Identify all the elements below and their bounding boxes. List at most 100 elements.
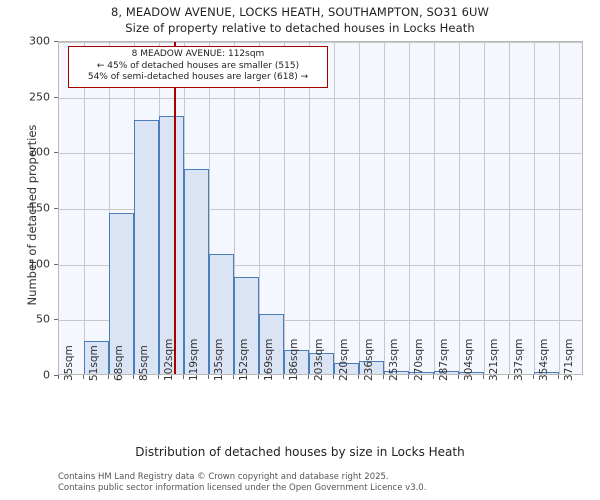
x-axis-tick-label: 51sqm bbox=[88, 345, 100, 381]
gridline-horizontal bbox=[59, 209, 582, 210]
x-axis-tick-label: 337sqm bbox=[513, 338, 525, 381]
gridline-vertical bbox=[484, 42, 485, 374]
x-axis-tick-label: 85sqm bbox=[138, 345, 150, 381]
y-axis-tick-mark bbox=[54, 375, 58, 376]
x-axis-tick-label: 321sqm bbox=[488, 338, 500, 381]
histogram-bar bbox=[534, 371, 559, 374]
x-axis-tick-mark bbox=[308, 375, 309, 379]
x-axis-label: Distribution of detached houses by size … bbox=[135, 445, 465, 459]
x-axis-tick-label: 135sqm bbox=[213, 338, 225, 381]
gridline-horizontal bbox=[59, 264, 582, 266]
x-axis-tick-mark bbox=[83, 375, 84, 379]
x-axis-tick-label: 203sqm bbox=[313, 338, 325, 381]
y-axis-tick-mark bbox=[54, 263, 58, 265]
x-axis-tick-label: 304sqm bbox=[463, 338, 475, 381]
y-axis-tick-mark bbox=[54, 41, 58, 42]
x-axis-tick-label: 270sqm bbox=[413, 338, 425, 381]
histogram-bar bbox=[309, 352, 334, 374]
y-axis-tick-mark bbox=[54, 152, 58, 154]
x-axis-tick-label: 152sqm bbox=[238, 338, 250, 381]
histogram-bar bbox=[334, 362, 359, 374]
y-axis-tick-label: 200 bbox=[29, 145, 50, 159]
x-axis-tick-mark bbox=[208, 375, 209, 379]
histogram-bar bbox=[259, 313, 284, 374]
y-axis-label: Number of detached properties bbox=[25, 124, 39, 306]
x-axis-tick-mark bbox=[58, 375, 59, 379]
annotation-line-1: 8 MEADOW AVENUE: 112sqm bbox=[131, 49, 265, 59]
x-axis-tick-mark bbox=[158, 375, 159, 379]
histogram-bar bbox=[459, 371, 484, 374]
gridline-vertical bbox=[359, 42, 360, 374]
gridline-horizontal bbox=[59, 97, 582, 99]
x-axis-tick-label: 287sqm bbox=[438, 338, 450, 381]
property-size-marker-line bbox=[173, 42, 176, 374]
x-axis-tick-mark bbox=[508, 375, 509, 379]
gridline-vertical bbox=[459, 42, 460, 374]
histogram-bar bbox=[384, 370, 409, 374]
x-axis-tick-label: 354sqm bbox=[538, 338, 550, 381]
x-axis-tick-mark bbox=[383, 375, 384, 379]
y-axis-tick-label: 50 bbox=[36, 312, 50, 326]
chart-title-block: 8, MEADOW AVENUE, LOCKS HEATH, SOUTHAMPT… bbox=[0, 4, 600, 36]
x-axis-tick-mark bbox=[333, 375, 334, 379]
gridline-vertical bbox=[259, 42, 260, 374]
x-axis-tick-label: 220sqm bbox=[338, 338, 350, 381]
x-axis-tick-mark bbox=[433, 375, 434, 379]
histogram-bar bbox=[434, 370, 459, 374]
page-title: 8, MEADOW AVENUE, LOCKS HEATH, SOUTHAMPT… bbox=[110, 5, 490, 19]
x-axis-tick-mark bbox=[233, 375, 234, 379]
x-axis-tick-label: 35sqm bbox=[63, 345, 75, 381]
footer-line-2: Contains public sector information licen… bbox=[58, 482, 427, 493]
x-axis-tick-mark bbox=[258, 375, 259, 379]
histogram-bar bbox=[409, 371, 434, 374]
x-axis-tick-label: 68sqm bbox=[113, 345, 125, 381]
y-axis-tick-mark bbox=[54, 208, 58, 209]
gridline-vertical bbox=[509, 42, 510, 374]
gridline-vertical bbox=[434, 42, 435, 374]
y-axis-tick-label: 300 bbox=[29, 34, 50, 48]
plot-area bbox=[58, 41, 583, 375]
page-subtitle: Size of property relative to detached ho… bbox=[125, 21, 475, 35]
gridline-vertical bbox=[409, 42, 410, 374]
x-axis-tick-mark bbox=[483, 375, 484, 379]
x-axis-tick-mark bbox=[108, 375, 109, 379]
x-axis-tick-mark bbox=[458, 375, 459, 379]
gridline-horizontal bbox=[59, 42, 582, 43]
gridline-vertical bbox=[234, 42, 235, 374]
annotation-line-2: ← 45% of detached houses are smaller (51… bbox=[96, 60, 300, 71]
property-annotation-box: 8 MEADOW AVENUE: 112sqm ← 45% of detache… bbox=[68, 46, 328, 88]
x-axis-tick-label: 102sqm bbox=[163, 338, 175, 381]
x-axis-tick-label: 236sqm bbox=[363, 338, 375, 381]
x-axis-tick-label: 371sqm bbox=[563, 338, 575, 381]
x-axis-tick-label: 169sqm bbox=[263, 338, 275, 381]
gridline-vertical bbox=[84, 42, 85, 374]
x-axis-tick-mark bbox=[358, 375, 359, 379]
gridline-vertical bbox=[209, 42, 210, 374]
gridline-vertical bbox=[334, 42, 335, 374]
x-axis-tick-mark bbox=[133, 375, 134, 379]
histogram-bar bbox=[184, 169, 209, 374]
histogram-bar bbox=[209, 253, 234, 374]
x-axis-tick-mark bbox=[183, 375, 184, 379]
gridline-vertical bbox=[559, 42, 560, 374]
histogram-bar bbox=[134, 120, 159, 374]
gridline-horizontal bbox=[59, 153, 582, 155]
y-axis-tick-label: 100 bbox=[29, 257, 50, 271]
y-axis-tick-label: 150 bbox=[29, 201, 50, 215]
x-axis-tick-mark bbox=[558, 375, 559, 379]
gridline-vertical bbox=[534, 42, 535, 374]
histogram-bar bbox=[284, 349, 309, 374]
histogram-bar bbox=[84, 340, 109, 374]
y-axis-tick-label: 250 bbox=[29, 90, 50, 104]
x-axis-tick-mark bbox=[283, 375, 284, 379]
gridline-vertical bbox=[309, 42, 310, 374]
gridline-horizontal bbox=[59, 320, 582, 322]
y-axis-tick-mark bbox=[54, 319, 58, 321]
histogram-bar bbox=[234, 277, 259, 374]
histogram-bar bbox=[159, 115, 184, 374]
gridline-vertical bbox=[109, 42, 110, 374]
x-axis-tick-label: 119sqm bbox=[188, 338, 200, 381]
annotation-line-3: 54% of semi-detached houses are larger (… bbox=[87, 72, 309, 82]
x-axis-tick-mark bbox=[408, 375, 409, 379]
